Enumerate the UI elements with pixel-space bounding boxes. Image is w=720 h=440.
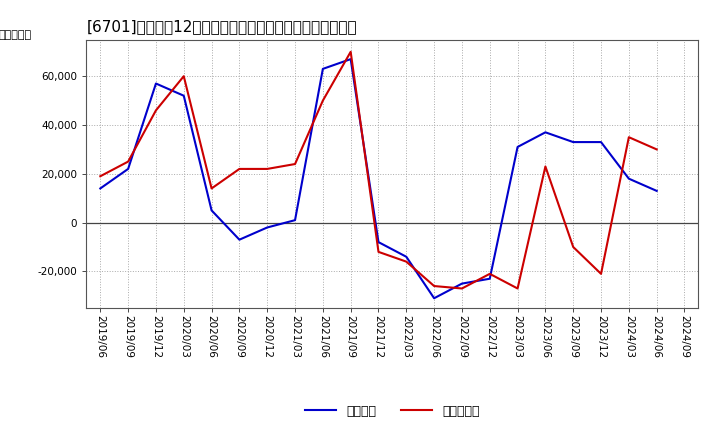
当期純利益 xyxy=(374,249,383,254)
経常利益 xyxy=(430,296,438,301)
経常利益 xyxy=(291,217,300,223)
当期純利益 xyxy=(235,166,243,172)
経常利益 xyxy=(624,176,633,181)
経常利益 xyxy=(513,144,522,150)
経常利益 xyxy=(541,130,550,135)
経常利益 xyxy=(124,166,132,172)
当期純利益 xyxy=(513,286,522,291)
経常利益 xyxy=(346,56,355,62)
Line: 当期純利益: 当期純利益 xyxy=(100,52,657,289)
経常利益 xyxy=(207,208,216,213)
経常利益 xyxy=(179,93,188,99)
Legend: 経常利益, 当期純利益: 経常利益, 当期純利益 xyxy=(300,400,485,422)
Line: 経常利益: 経常利益 xyxy=(100,59,657,298)
当期純利益 xyxy=(124,159,132,164)
経常利益 xyxy=(374,239,383,245)
当期純利益 xyxy=(458,286,467,291)
当期純利益 xyxy=(569,244,577,249)
当期純利益 xyxy=(402,259,410,264)
経常利益 xyxy=(458,281,467,286)
当期純利益 xyxy=(624,135,633,140)
経常利益 xyxy=(652,188,661,194)
当期純利益 xyxy=(430,283,438,289)
経常利益 xyxy=(485,276,494,281)
当期純利益 xyxy=(318,98,327,103)
経常利益 xyxy=(96,186,104,191)
Y-axis label: （百万円）: （百万円） xyxy=(0,29,32,40)
経常利益 xyxy=(402,254,410,260)
経常利益 xyxy=(235,237,243,242)
当期純利益 xyxy=(96,174,104,179)
経常利益 xyxy=(152,81,161,86)
当期純利益 xyxy=(541,164,550,169)
経常利益 xyxy=(569,139,577,145)
当期純利益 xyxy=(179,73,188,79)
当期純利益 xyxy=(597,271,606,276)
当期純利益 xyxy=(263,166,271,172)
当期純利益 xyxy=(346,49,355,55)
経常利益 xyxy=(318,66,327,72)
Text: [6701]　利益の12か月移動合計の対前年同期増減額の推移: [6701] 利益の12か月移動合計の対前年同期増減額の推移 xyxy=(86,19,357,34)
当期純利益 xyxy=(152,108,161,113)
経常利益 xyxy=(597,139,606,145)
当期純利益 xyxy=(207,186,216,191)
当期純利益 xyxy=(485,271,494,276)
当期純利益 xyxy=(291,161,300,167)
経常利益 xyxy=(263,225,271,230)
当期純利益 xyxy=(652,147,661,152)
